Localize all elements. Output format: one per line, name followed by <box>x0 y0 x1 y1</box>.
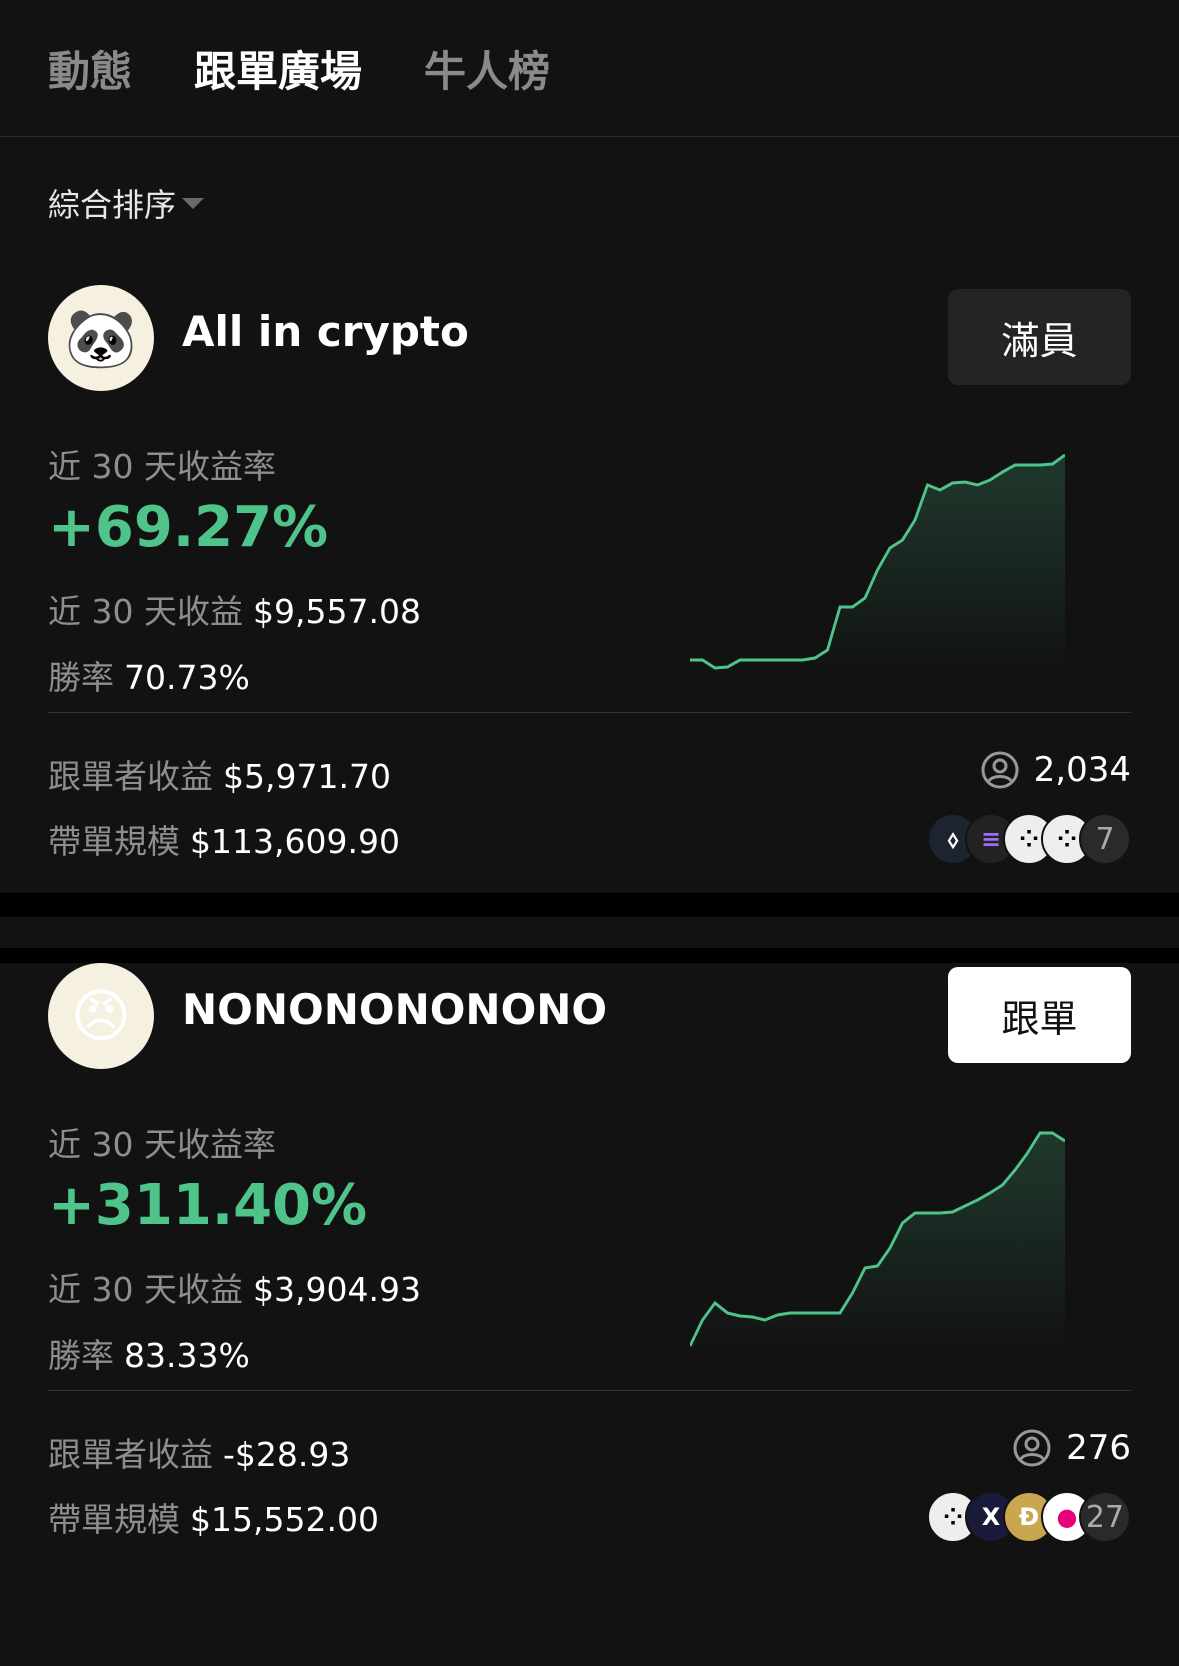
follower-pnl-value: -$28.93 <box>223 1435 351 1474</box>
more-coins-badge: 7 <box>1079 813 1131 865</box>
aum-label: 帶單規模 <box>48 1500 180 1539</box>
followers-value: 276 <box>1066 1428 1131 1468</box>
follower-pnl-value: $5,971.70 <box>223 757 391 796</box>
sparkline-area <box>690 455 1065 675</box>
tab-feed[interactable]: 動態 <box>48 46 133 96</box>
copy-trade-button[interactable]: 跟單 <box>948 967 1131 1063</box>
roi-value: +69.27% <box>48 495 329 560</box>
winrate-label: 勝率 <box>48 1336 114 1375</box>
coin-list[interactable]: ⬨ ≡ ⁘ ⁘ 7 <box>927 813 1131 865</box>
sparkline-area <box>690 1133 1065 1353</box>
coin-icon: X <box>965 1491 1017 1543</box>
sort-label: 綜合排序 <box>48 186 177 224</box>
sparkline-line <box>690 453 1065 670</box>
roi-label: 近 30 天收益率 <box>48 447 276 486</box>
follower-pnl-label: 跟單者收益 <box>48 1435 213 1474</box>
follower-pnl-row: 跟單者收益 $5,971.70 <box>48 750 391 798</box>
roi-value: +311.40% <box>48 1173 368 1238</box>
pnl-value: $9,557.08 <box>252 592 421 631</box>
sparkline-line <box>690 1131 1065 1347</box>
follower-pnl-label: 跟單者收益 <box>48 757 213 796</box>
follower-pnl-row: 跟單者收益 -$28.93 <box>48 1428 350 1476</box>
trader-card[interactable]: 😠 NONONONONONO 跟單 近 30 天收益率 +311.40% 近 3… <box>0 963 1179 1666</box>
user-icon <box>1013 1429 1051 1467</box>
divider <box>48 712 1131 713</box>
pnl-sparkline <box>690 1131 1065 1353</box>
trader-name[interactable]: All in crypto <box>182 307 469 356</box>
tab-bar: 動態 跟單廣場 牛人榜 <box>0 0 1179 137</box>
pnl-row: 近 30 天收益 $3,904.93 <box>48 1263 421 1311</box>
winrate-value: 70.73% <box>124 658 250 697</box>
winrate-value: 83.33% <box>124 1336 250 1375</box>
user-icon <box>981 751 1019 789</box>
roi-label: 近 30 天收益率 <box>48 1125 276 1164</box>
aum-row: 帶單規模 $15,552.00 <box>48 1493 379 1541</box>
followers-value: 2,034 <box>1033 750 1131 790</box>
aum-row: 帶單規模 $113,609.90 <box>48 815 400 863</box>
pnl-row: 近 30 天收益 $9,557.08 <box>48 585 421 633</box>
aum-label: 帶單規模 <box>48 822 180 861</box>
full-button[interactable]: 滿員 <box>948 289 1131 385</box>
sort-dropdown[interactable]: 綜合排序 <box>48 180 205 226</box>
trader-card[interactable]: 🐼 All in crypto 滿員 近 30 天收益率 +69.27% 近 3… <box>0 285 1179 893</box>
tab-leaderboard[interactable]: 牛人榜 <box>424 46 551 96</box>
pnl-value: $3,904.93 <box>252 1270 421 1309</box>
card-separator <box>0 893 1179 917</box>
pnl-sparkline <box>690 453 1065 675</box>
caret-down-icon <box>182 197 205 209</box>
trader-name[interactable]: NONONONONONO <box>182 985 608 1034</box>
trader-avatar[interactable]: 😠 <box>48 963 154 1069</box>
trader-avatar[interactable]: 🐼 <box>48 285 154 391</box>
followers-count: 276 <box>1012 1428 1131 1468</box>
tab-copy-trading-square[interactable]: 跟單廣場 <box>194 46 363 96</box>
winrate-label: 勝率 <box>48 658 114 697</box>
followers-count: 2,034 <box>980 750 1131 790</box>
winrate-row: 勝率 70.73% <box>48 651 250 699</box>
winrate-row: 勝率 83.33% <box>48 1329 250 1377</box>
pnl-label: 近 30 天收益 <box>48 592 243 631</box>
aum-value: $113,609.90 <box>190 822 400 861</box>
more-coins-badge: 27 <box>1079 1491 1131 1543</box>
divider <box>48 1390 1131 1391</box>
pnl-label: 近 30 天收益 <box>48 1270 243 1309</box>
coin-list[interactable]: ⁘ X Ð ● 27 <box>927 1491 1131 1543</box>
aum-value: $15,552.00 <box>190 1500 379 1539</box>
